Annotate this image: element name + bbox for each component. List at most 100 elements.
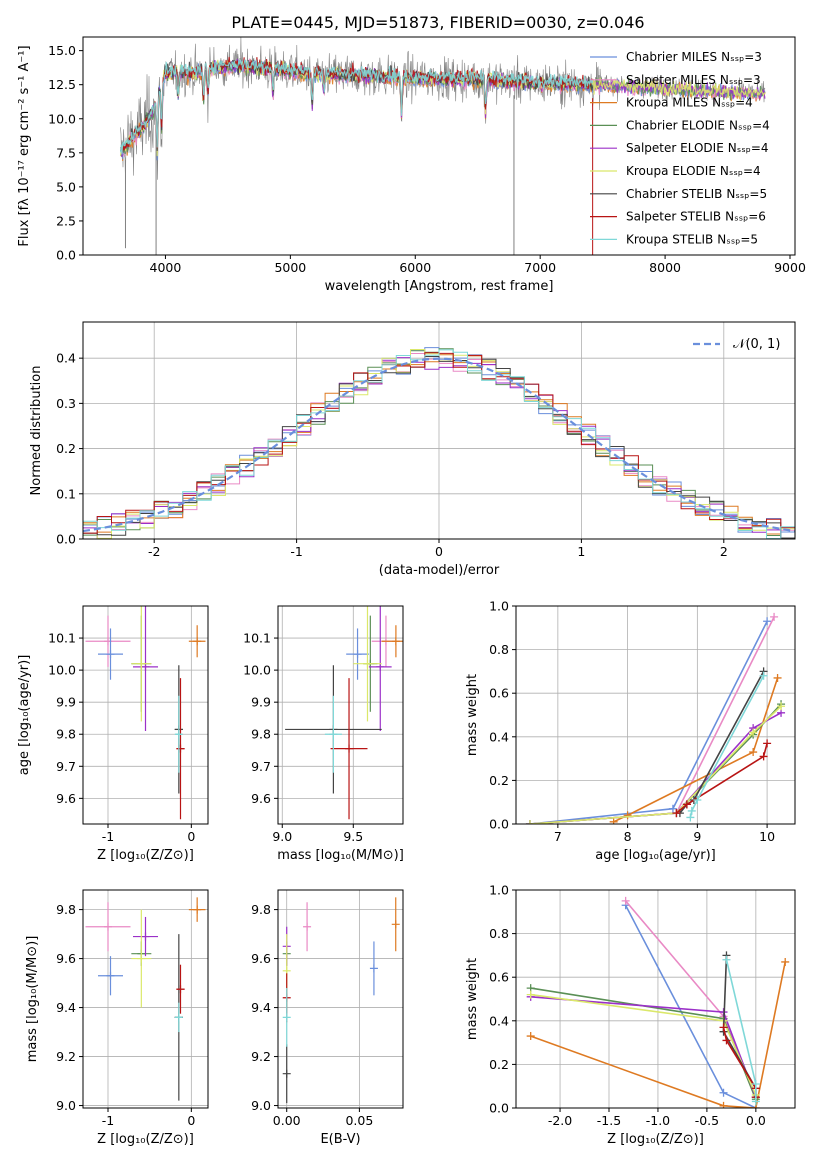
- spectrum-model-kroupa_elodie: [119, 59, 766, 157]
- point-marker: [137, 659, 146, 668]
- y-tick-label: 0.2: [489, 1057, 509, 1072]
- series-marker: [770, 612, 779, 621]
- plot-area-weight_vs_Z: [526, 896, 790, 1108]
- panel-spectrum: 4000 5000 6000 7000 8000 9000 0.0 2.5 5.0 7.5 10.0…: [17, 36, 806, 294]
- y-tick-label: 10.1: [48, 631, 76, 646]
- x-tick-label: 0.0: [746, 1113, 766, 1128]
- series-marker: [722, 1036, 731, 1045]
- y-tick-label: 9.8: [56, 727, 76, 742]
- legend-name: Kroupa ELODIE: [626, 164, 716, 178]
- point-marker: [104, 922, 112, 931]
- y-tick-label: 0.8: [489, 926, 509, 941]
- x-tick-label: -1: [290, 544, 302, 559]
- y-tick-label: 1.0: [489, 883, 509, 898]
- legend-label: Salpeter MILES Nₛₛₚ=3: [626, 73, 761, 87]
- point-marker: [176, 985, 185, 994]
- x-tick-label: 9000: [774, 260, 806, 275]
- histogram-kroupa_stelib: [83, 349, 795, 539]
- x-tick-label: 0: [435, 544, 443, 559]
- series-marker: [668, 804, 677, 813]
- x-tick-label: -0.5: [695, 1113, 719, 1128]
- series-marker: [749, 748, 758, 757]
- series-salpeter_miles: [621, 896, 760, 1102]
- legend-name: Chabrier ELODIE: [626, 118, 725, 132]
- point-chabrier_stelib: [282, 1044, 291, 1104]
- series-line: [529, 703, 782, 824]
- x-tick-label: 8: [624, 829, 632, 844]
- panel-mass_vs_Z: -1 0 9.0 9.2 9.4 9.6 9.8 Z [log₁₀(Z/Z⊙)] mass [l…: [25, 889, 209, 1147]
- point-marker: [282, 1069, 291, 1078]
- y-tick-label: 0.2: [489, 773, 509, 788]
- y-tick-label: 9.9: [251, 695, 271, 710]
- x-tick-label: 8000: [649, 260, 681, 275]
- plot-area-mass_vs_Z: [85, 897, 206, 1101]
- series-marker: [719, 1101, 728, 1108]
- series-kroupa_elodie: [525, 702, 786, 824]
- y-axis-label: mass [log₁₀(M/M⊙)]: [25, 936, 40, 1063]
- y-tick-label: 0.0: [489, 1101, 509, 1116]
- series-marker: [719, 1023, 728, 1032]
- series-kroupa_stelib: [686, 671, 768, 822]
- x-tick-label: 0.05: [345, 1113, 373, 1128]
- point-salpeter_elodie: [133, 606, 158, 732]
- y-tick-label: 0.4: [489, 729, 509, 744]
- y-tick-label: 9.8: [251, 902, 271, 917]
- series-marker: [759, 752, 768, 761]
- point-marker: [353, 650, 362, 659]
- series-line: [679, 671, 765, 814]
- point-salpeter_miles: [85, 615, 131, 667]
- normal-curve: [83, 357, 795, 533]
- y-tick-label: 9.6: [56, 951, 76, 966]
- point-marker: [329, 730, 338, 739]
- series-marker: [686, 813, 695, 822]
- series-marker: [763, 617, 772, 626]
- point-kroupa_miles: [188, 897, 206, 922]
- point-kroupa_miles: [188, 625, 206, 658]
- x-tick-label: 10: [759, 829, 775, 844]
- point-marker: [391, 637, 400, 646]
- series-chabrier_miles: [525, 617, 772, 824]
- legend-nssp: Nₛₛₚ=5: [726, 187, 767, 201]
- legend-label: 𝒩(0, 1): [733, 337, 780, 352]
- panel-weight_vs_Z: -2.0 -1.5 -1.0 -0.5 0.0 0.0 0.2 0.4 0.6 0.8 1.0 Z […: [465, 883, 796, 1147]
- point-chabrier_miles: [98, 628, 123, 680]
- y-tick-label: 10.0: [48, 111, 76, 126]
- x-tick-label: 5000: [274, 260, 306, 275]
- x-axis-label: E(B-V): [320, 1132, 360, 1147]
- point-marker: [174, 730, 183, 739]
- series-chabrier_miles: [621, 901, 760, 1108]
- series-marker: [751, 1080, 760, 1089]
- x-tick-label: 0.00: [273, 1113, 301, 1128]
- plot-area-mass_vs_ebv: [282, 897, 400, 1104]
- y-tick-label: 0.3: [56, 396, 76, 411]
- y-tick-label: 9.0: [251, 1098, 271, 1113]
- x-axis-label: Z [log₁₀(Z/Z⊙)]: [97, 1132, 194, 1147]
- panel-age_vs_mass: 9.0 9.5 9.6 9.7 9.8 9.9 10.0 10.1 mass [log₁₀(M/…: [243, 605, 404, 863]
- point-kroupa_miles: [381, 625, 403, 658]
- legend-label: Chabrier ELODIE Nₛₛₚ=4: [626, 118, 770, 132]
- y-tick-label: 9.4: [56, 1000, 76, 1015]
- x-tick-label: -2: [148, 544, 160, 559]
- point-salpeter_miles: [85, 902, 131, 952]
- series-line: [529, 620, 768, 824]
- legend-nssp: Nₛₛₚ=3: [720, 73, 761, 87]
- series-marker: [682, 800, 691, 809]
- y-tick-label: 9.8: [251, 727, 271, 742]
- axes-frame: [277, 889, 404, 1109]
- plot-area-age_vs_mass: [285, 606, 403, 820]
- series-marker: [609, 817, 618, 824]
- series-line: [689, 675, 765, 818]
- x-tick-label: 9.5: [343, 829, 363, 844]
- panel-mass_vs_ebv: 0.00 0.05 9.0 9.2 9.4 9.6 9.8 E(B-V): [251, 889, 404, 1147]
- series-kroupa_stelib: [722, 955, 760, 1106]
- point-marker: [106, 650, 115, 659]
- y-tick-label: 9.6: [56, 791, 76, 806]
- legend-nssp: Nₛₛₚ=4: [728, 141, 769, 155]
- point-marker: [369, 964, 378, 973]
- y-tick-label: 9.0: [56, 1098, 76, 1113]
- y-tick-label: 0.0: [489, 817, 509, 832]
- point-kroupa_elodie: [131, 606, 152, 722]
- point-kroupa_miles: [391, 897, 400, 952]
